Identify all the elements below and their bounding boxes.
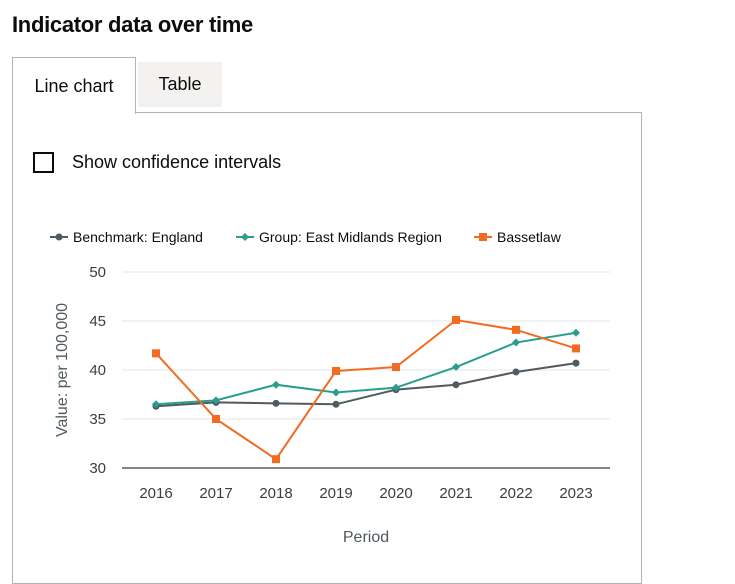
data-point (452, 381, 460, 389)
x-tick-label: 2018 (259, 485, 292, 502)
legend-label: Group: East Midlands Region (259, 229, 442, 245)
x-tick-label: 2019 (319, 485, 352, 502)
legend-item: Benchmark: England (50, 229, 203, 245)
data-point (512, 368, 520, 376)
x-tick-label: 2017 (199, 485, 232, 502)
y-tick-label: 40 (89, 362, 106, 379)
legend-label: Bassetlaw (497, 229, 562, 245)
data-point (212, 396, 220, 405)
y-axis-title: Value: per 100,000 (54, 303, 71, 437)
data-point (572, 328, 580, 337)
tab-line-chart[interactable]: Line chart (12, 57, 136, 114)
data-point (512, 338, 520, 347)
x-tick-label: 2023 (559, 485, 592, 502)
legend-item: Bassetlaw (474, 229, 562, 245)
chart-panel (12, 112, 642, 584)
data-point (332, 388, 340, 397)
legend-marker (55, 233, 63, 241)
data-point (512, 325, 520, 334)
data-point (272, 399, 280, 407)
y-axis-ticks: 30 35 40 45 50 (89, 264, 106, 477)
x-tick-label: 2016 (139, 485, 172, 502)
data-point (332, 400, 340, 408)
data-point (572, 359, 580, 367)
checkbox-label: Show confidence intervals (72, 152, 282, 172)
x-axis-title: Period (343, 529, 389, 546)
chart-legend: Benchmark: England Group: East Midlands R… (50, 229, 562, 245)
series-line-2 (155, 318, 577, 461)
x-axis-ticks: 2016 2017 2018 2019 2020 2021 2022 2023 (139, 485, 592, 502)
data-point (392, 363, 400, 372)
data-point (452, 363, 460, 372)
data-point (392, 383, 400, 392)
series-points (152, 316, 580, 464)
tab-table[interactable]: Table (138, 62, 222, 107)
data-point (572, 344, 580, 353)
confidence-intervals-checkbox[interactable]: Show confidence intervals (33, 152, 281, 173)
data-point (332, 366, 340, 375)
legend-item: Group: East Midlands Region (236, 229, 442, 245)
series-line-0 (155, 362, 577, 408)
legend-marker (241, 233, 249, 241)
y-tick-label: 35 (89, 411, 106, 428)
checkbox-box[interactable] (33, 152, 54, 173)
data-point (452, 316, 460, 325)
legend-marker (479, 233, 487, 241)
data-point (152, 349, 160, 358)
data-point (152, 400, 160, 409)
y-tick-label: 45 (89, 313, 106, 330)
x-tick-label: 2020 (379, 485, 412, 502)
x-tick-label: 2022 (499, 485, 532, 502)
y-tick-label: 30 (89, 460, 106, 477)
series-line-1 (155, 331, 577, 406)
page-title: Indicator data over time (12, 12, 253, 37)
line-chart: Benchmark: England Group: East Midlands R… (50, 229, 610, 546)
data-point (212, 415, 220, 423)
series-lines (155, 318, 577, 461)
data-point (272, 455, 280, 464)
x-tick-label: 2021 (439, 485, 472, 502)
legend-label: Benchmark: England (73, 229, 203, 245)
y-tick-label: 50 (89, 264, 106, 281)
data-point (272, 380, 280, 389)
